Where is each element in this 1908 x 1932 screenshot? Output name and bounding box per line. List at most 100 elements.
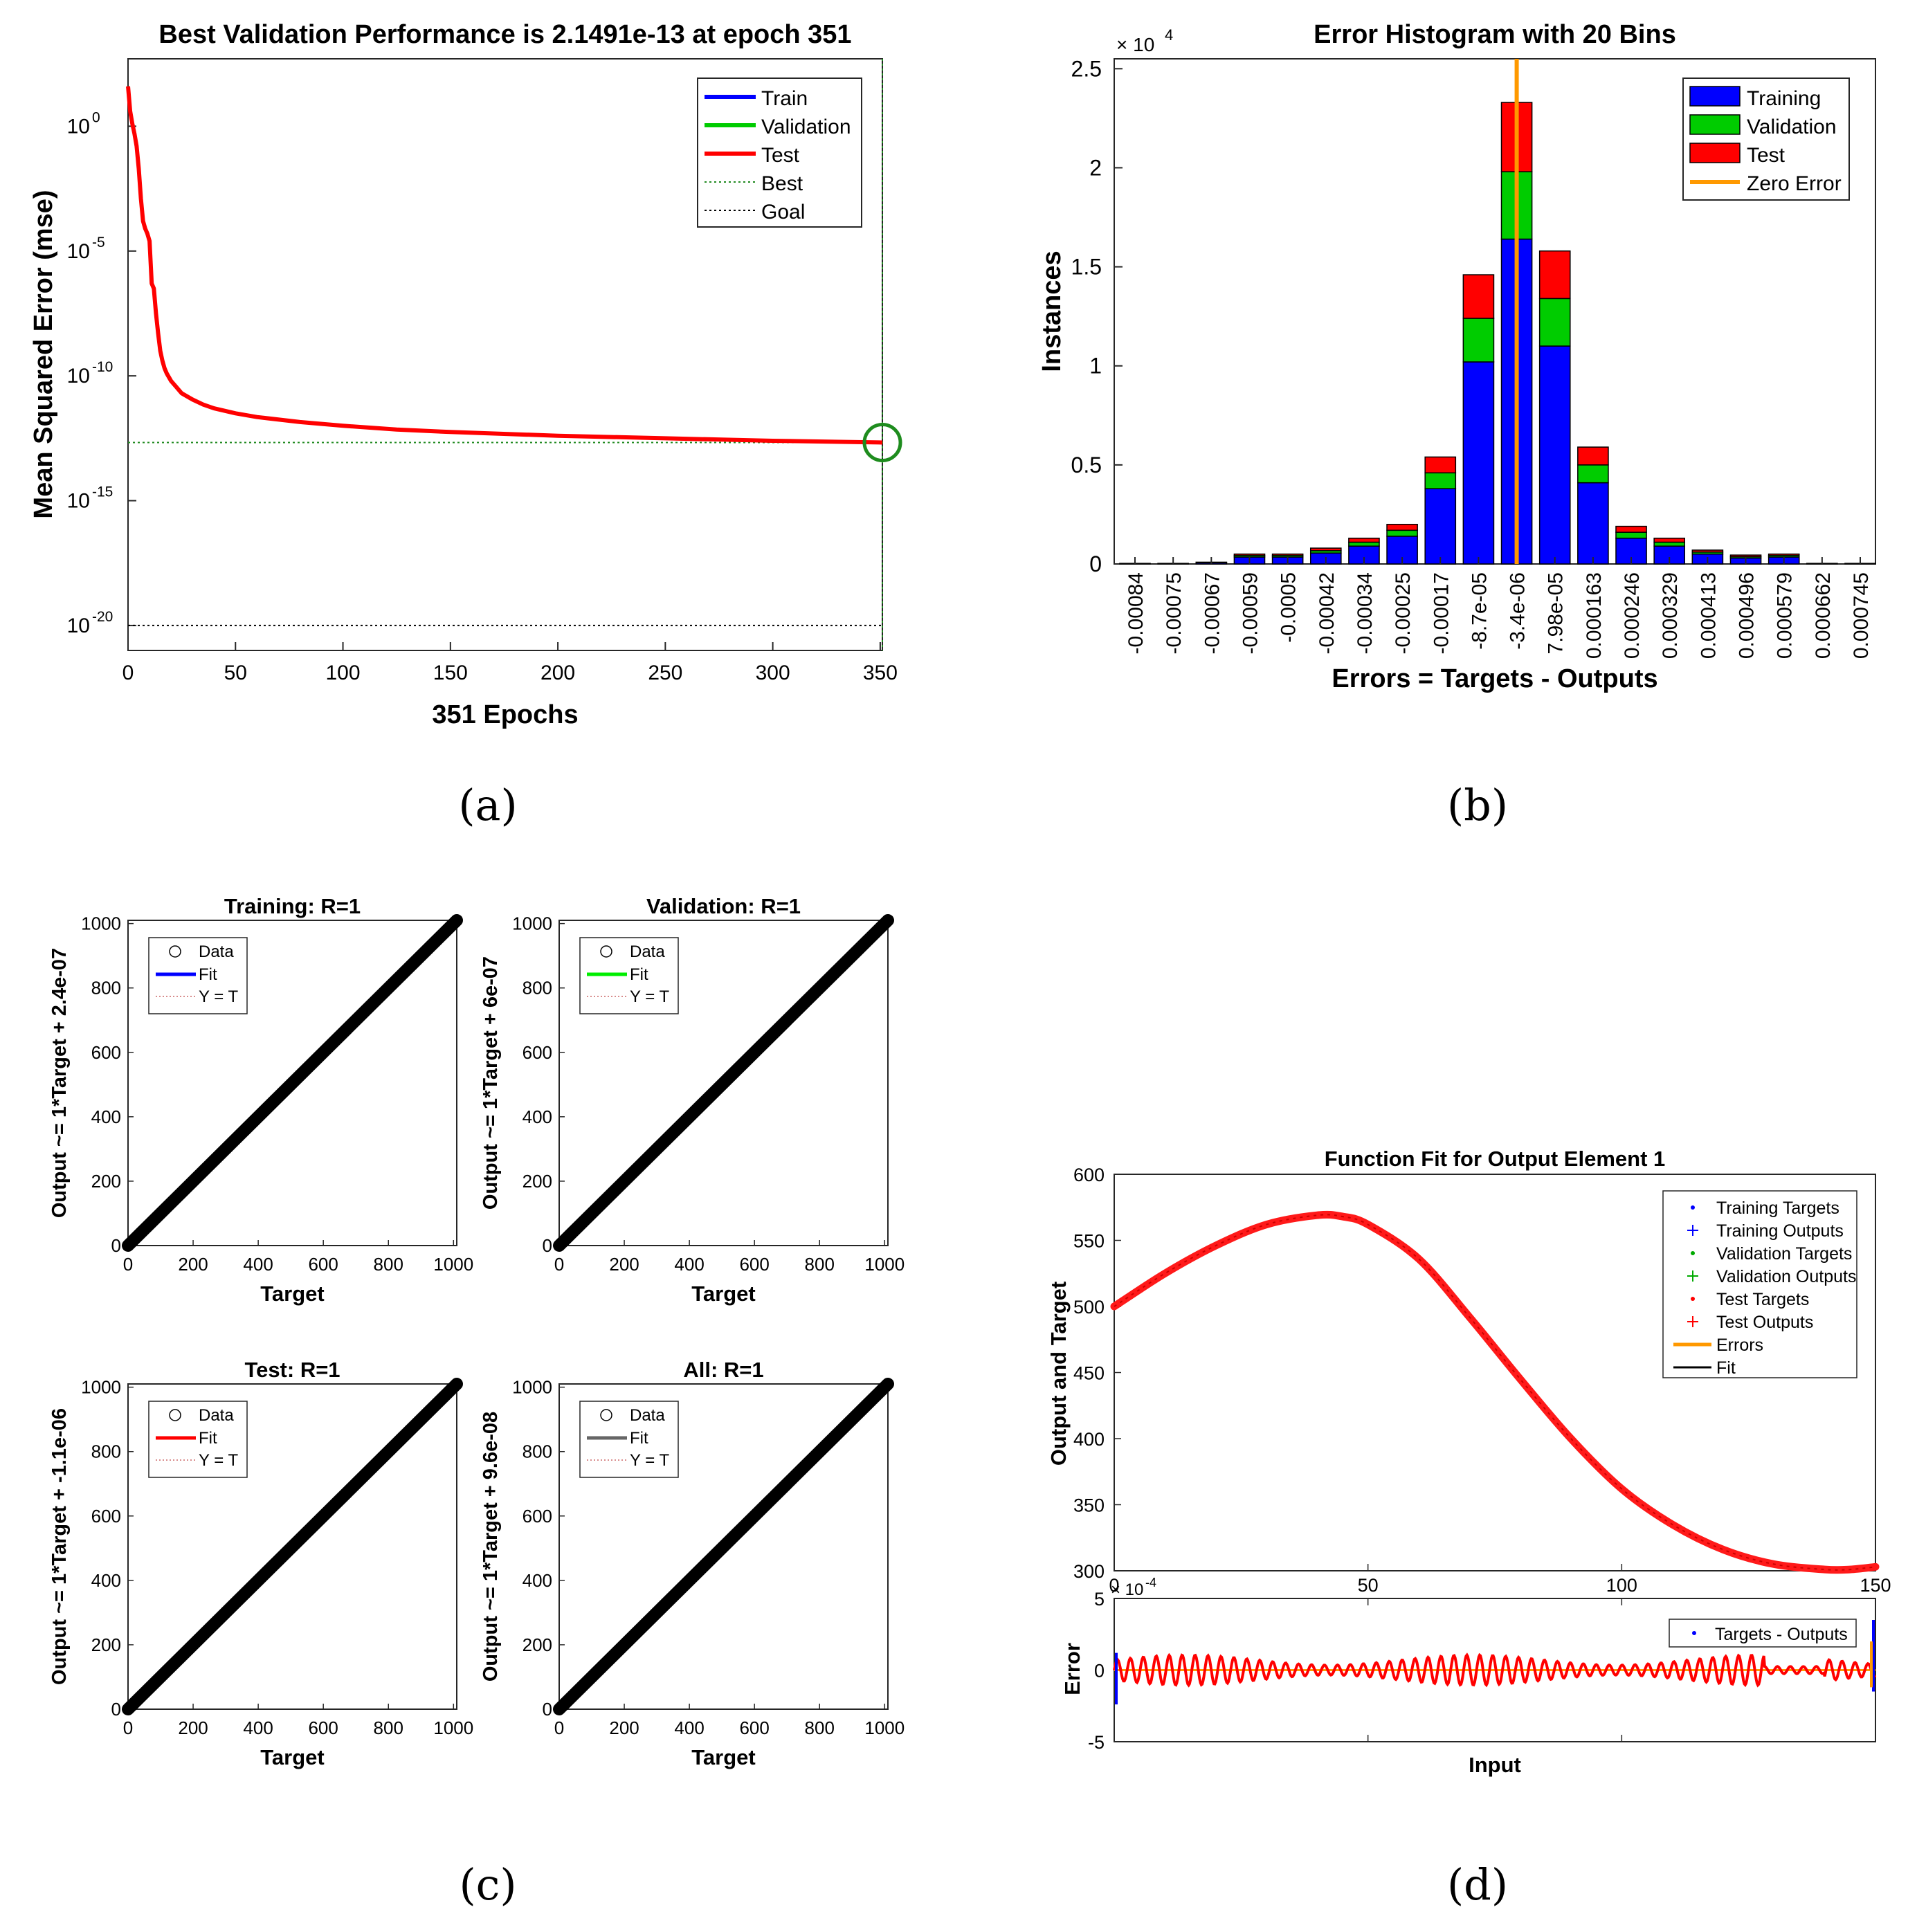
x-tick-label: -8.7e-05 — [1468, 572, 1491, 650]
panel-b-title: Error Histogram with 20 Bins — [1314, 20, 1676, 49]
y-tick-label: 1.5 — [1071, 255, 1102, 280]
subplot-ylabel: Output ~= 1*Target + 9.6e-08 — [480, 1412, 502, 1682]
panel-b-xlabel: Errors = Targets - Outputs — [1332, 664, 1657, 693]
x-tick-label: -0.00084 — [1125, 572, 1147, 654]
y-tick-label: 300 — [1073, 1561, 1105, 1582]
subplot-ylabel: Output ~= 1*Target + 6e-07 — [480, 956, 502, 1210]
hist-bar-training — [1462, 361, 1495, 565]
y-tick-exponent: 0 — [92, 109, 100, 125]
hist-bar-test — [1462, 274, 1495, 319]
panel-b-histogram: Error Histogram with 20 Bins × 10 4 0 0.5… — [1037, 20, 1876, 693]
legend-fit-label: Fit — [630, 1429, 648, 1448]
panel-a-title: Best Validation Performance is 2.1491e-1… — [158, 20, 851, 49]
test-performance-curve — [126, 86, 883, 445]
panel-a-legend: Train Validation Test Best Goal — [697, 78, 862, 228]
y-tick-label: 1000 — [512, 1377, 552, 1398]
legend-data-label: Data — [199, 942, 234, 961]
x-tick-label: 200 — [178, 1254, 208, 1275]
y-tick-label: 800 — [523, 978, 552, 999]
x-tick-label: 7.98e-05 — [1545, 572, 1568, 654]
subplot-xlabel: Target — [260, 1282, 324, 1306]
regression-subplot-1: Training: R=1 Target Output ~= 1*Target + … — [48, 894, 473, 1306]
subplot-legend: Data Fit Y = T — [148, 1401, 248, 1478]
x-tick-label: 0.000579 — [1774, 572, 1797, 659]
legend-targets-outputs-label: Targets - Outputs — [1715, 1625, 1848, 1644]
y-tick-label: 350 — [1073, 1495, 1105, 1516]
x-tick-label: -0.00075 — [1163, 572, 1185, 654]
subplot-title: Validation: R=1 — [646, 894, 801, 918]
legend-validation-label: Validation — [761, 116, 851, 138]
hist-bar-test — [1309, 547, 1342, 552]
panel-b-ylabel: Instances — [1037, 250, 1066, 372]
data-points — [122, 1378, 463, 1715]
x-tick-label: 600 — [739, 1717, 769, 1738]
x-tick-label: 200 — [540, 662, 575, 684]
y-tick-label: 1000 — [512, 913, 552, 934]
legend-marker-dot — [1691, 1251, 1695, 1255]
x-tick-label: 150 — [1860, 1575, 1891, 1596]
y-tick-base: 10 — [67, 614, 90, 637]
y-tick-label: 600 — [523, 1506, 552, 1527]
hist-bar-test — [1233, 553, 1266, 556]
x-tick-label: 200 — [609, 1254, 639, 1275]
legend-item-label: Validation Targets — [1716, 1244, 1852, 1264]
error-y-tick-label: 0 — [1094, 1661, 1105, 1682]
panel-c-regression: Training: R=1 Target Output ~= 1*Target + … — [48, 894, 905, 1769]
panel-d-error-exponent-base: × 10 — [1111, 1580, 1143, 1599]
legend-item-label: Errors — [1716, 1336, 1763, 1355]
legend-best-label: Best — [761, 172, 803, 195]
y-tick-label: 400 — [91, 1106, 121, 1127]
x-tick-label: 150 — [433, 662, 468, 684]
panel-d-xlabel: Input — [1469, 1753, 1521, 1777]
panel-d-error-ylabel: Error — [1060, 1643, 1084, 1695]
panel-b-exponent-sup: 4 — [1165, 26, 1173, 44]
y-tick-label: 2.5 — [1071, 56, 1102, 81]
panel-d-error-exponent-sup: -4 — [1145, 1576, 1156, 1589]
panel-d-error-legend: Targets - Outputs — [1669, 1619, 1857, 1648]
panel-b-legend: Training Validation Test Zero Error — [1682, 78, 1850, 201]
panel-d-title: Function Fit for Output Element 1 — [1325, 1147, 1666, 1171]
panel-a-ylabel: Mean Squared Error (mse) — [29, 190, 58, 518]
subplot-ylabel: Output ~= 1*Target + -1.1e-06 — [48, 1408, 71, 1685]
legend-marker-dot — [1691, 1297, 1695, 1301]
legend-marker-dot — [1691, 1205, 1695, 1210]
y-tick-base: 10 — [67, 240, 90, 263]
y-tick-exponent: -20 — [92, 609, 113, 625]
subplot-xlabel: Target — [260, 1745, 324, 1769]
legend-data-label: Data — [199, 1406, 234, 1425]
x-tick-label: 0.000329 — [1659, 572, 1682, 659]
legend-item-label: Validation Outputs — [1716, 1267, 1856, 1286]
x-tick-label: -0.00025 — [1392, 572, 1415, 654]
subplot-xlabel: Target — [691, 1745, 755, 1769]
legend-item-label: Test Outputs — [1716, 1313, 1813, 1332]
x-tick-label: -0.00067 — [1201, 572, 1224, 654]
hist-bar-test — [1615, 525, 1647, 533]
x-tick-label: -0.00059 — [1239, 572, 1262, 654]
y-tick-base: 10 — [67, 490, 90, 513]
panel-d-ylabel: Output and Target — [1046, 1282, 1071, 1466]
y-tick-label: 400 — [1073, 1429, 1105, 1450]
hist-bar-training — [1538, 345, 1571, 565]
y-tick-label: 0 — [543, 1699, 552, 1720]
x-tick-label: 50 — [224, 662, 247, 684]
panel-a-xlabel: 351 Epochs — [432, 700, 578, 729]
x-tick-label: -0.00034 — [1354, 572, 1377, 654]
x-tick-label: 400 — [674, 1254, 704, 1275]
legend-zero-error-label: Zero Error — [1747, 172, 1842, 195]
hist-bar-validation — [1538, 298, 1571, 347]
caption-a: (a) — [458, 780, 517, 830]
y-tick-label: 1 — [1089, 354, 1102, 379]
x-tick-label: 0 — [122, 662, 134, 684]
hist-bar-test — [1424, 456, 1457, 474]
x-tick-label: 0 — [554, 1254, 564, 1275]
legend-fit-label: Fit — [199, 965, 217, 984]
y-tick-label: 2 — [1089, 155, 1102, 180]
hist-bar-training — [1577, 482, 1609, 565]
y-tick-label: 400 — [91, 1570, 121, 1591]
x-tick-label: 1000 — [433, 1254, 473, 1275]
legend-item-label: Fit — [1716, 1358, 1736, 1378]
function-fit-curve — [1110, 1210, 1880, 1574]
y-tick-exponent: -5 — [92, 235, 105, 250]
